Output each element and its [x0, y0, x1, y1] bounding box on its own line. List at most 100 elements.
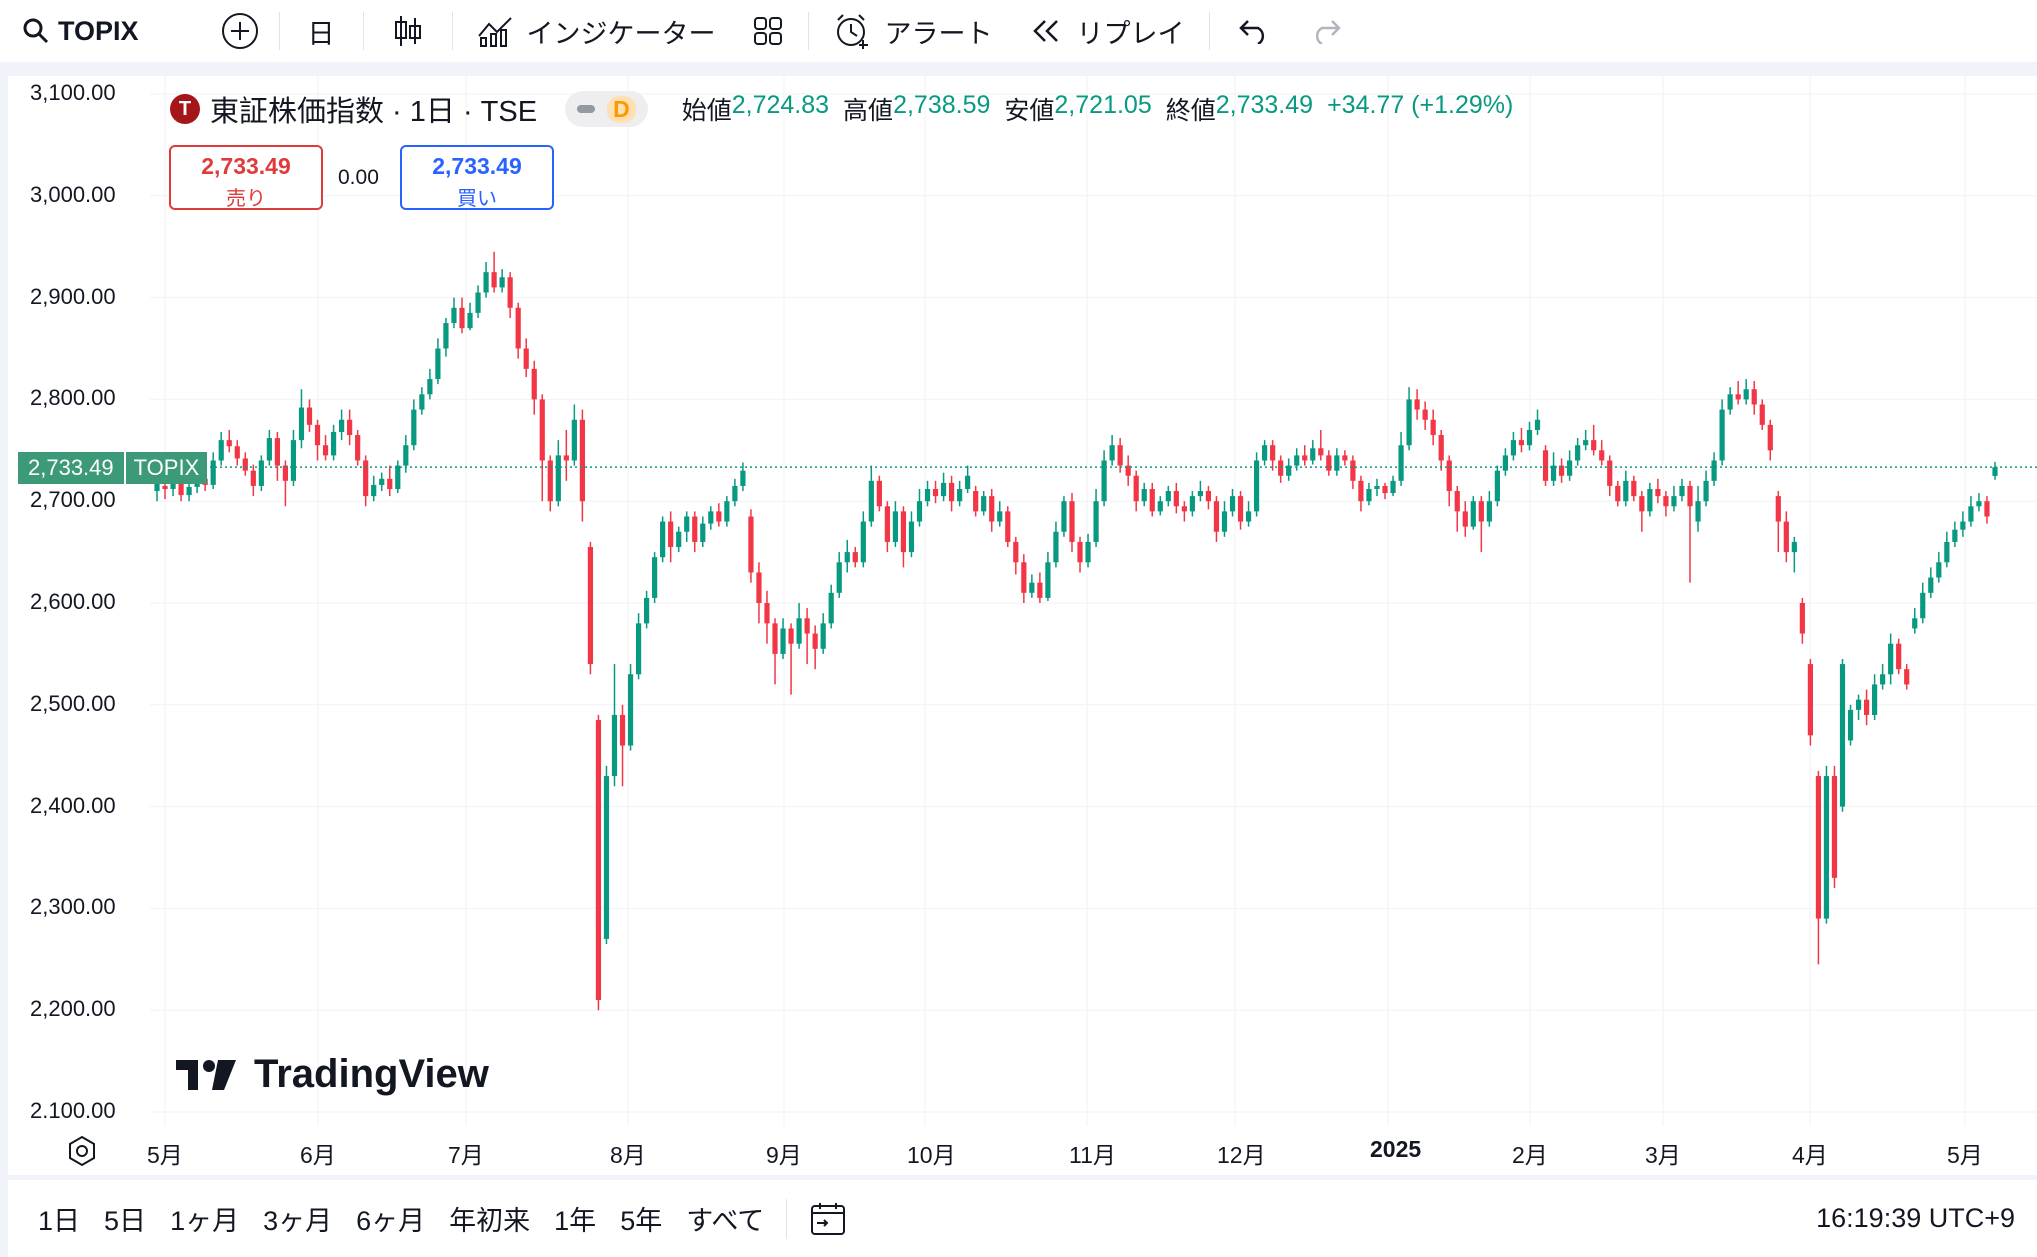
redo-button[interactable] [1292, 0, 1360, 62]
candle-body [1751, 389, 1757, 405]
candle-body [708, 511, 714, 524]
low-label: 安値 [1004, 97, 1055, 125]
undo-button[interactable] [1216, 0, 1292, 62]
goto-date-button[interactable] [797, 1180, 859, 1257]
candle-body [684, 516, 690, 532]
chart-type-button[interactable] [370, 0, 446, 62]
range-button[interactable]: 年初来 [449, 1206, 531, 1236]
candle-body [965, 475, 971, 489]
candle-body [1687, 485, 1693, 507]
candle-body [314, 424, 321, 446]
candle-body [627, 674, 634, 746]
candle-body [1165, 491, 1171, 502]
range-button[interactable]: すべて [686, 1206, 765, 1236]
candle-body [467, 312, 473, 329]
candle-body [1550, 465, 1557, 481]
price-tick-label: 2,200.00 [30, 996, 116, 1022]
candle-body [1743, 389, 1749, 400]
candle-body [1101, 460, 1107, 502]
candle-body [1125, 465, 1131, 476]
candle-body [1984, 501, 1990, 517]
settings-gear-icon[interactable] [66, 1135, 98, 1167]
calendar-goto-icon [811, 1202, 846, 1235]
search-icon [23, 18, 49, 44]
candle-body [940, 482, 947, 497]
candle-body [772, 623, 778, 654]
candle-body [1759, 404, 1765, 425]
range-button[interactable]: 6ヶ月 [356, 1206, 426, 1236]
plus-circle-icon [221, 13, 258, 49]
candle-body [1021, 562, 1027, 593]
candle-body [451, 307, 457, 324]
candle-body [1189, 496, 1195, 512]
clock-readout[interactable]: 16:19:39 UTC+9 [1816, 1203, 2015, 1233]
time-tick-label: 5月 [1947, 1142, 1983, 1168]
candle-body [611, 714, 618, 777]
candle-body [1245, 511, 1252, 522]
candle-body [1093, 501, 1099, 542]
candle-body [1494, 470, 1500, 502]
candle-body [1711, 460, 1717, 481]
time-tick-label: 7月 [448, 1142, 484, 1168]
legend-title[interactable]: 東証株価指数 · 1日 · TSE [210, 96, 538, 128]
candle-body [676, 531, 682, 548]
candle-body [539, 399, 545, 461]
time-tick-label: 6月 [300, 1142, 336, 1168]
candle-body [1992, 467, 1998, 476]
close-value: 2,733.49 [1215, 91, 1314, 119]
time-tick-label: 5月 [147, 1142, 183, 1168]
candle-body [491, 272, 497, 288]
candle-body [1872, 684, 1878, 715]
candle-body [427, 379, 433, 395]
candle-body [1318, 448, 1324, 456]
candle-body [876, 480, 882, 507]
candle-body [756, 572, 762, 603]
toolbar-divider [786, 1198, 788, 1239]
sell-label: 売り [226, 188, 266, 210]
time-tick-label: 3月 [1645, 1142, 1681, 1168]
range-button[interactable]: 3ヶ月 [263, 1206, 333, 1236]
candle-body [1398, 445, 1404, 481]
alert-button[interactable]: アラート [815, 0, 1011, 62]
candle-body [1631, 480, 1637, 497]
range-button[interactable]: 1年 [554, 1206, 597, 1236]
candle-body [250, 470, 256, 486]
candle-body [1037, 582, 1043, 598]
range-button[interactable]: 1日 [38, 1206, 81, 1236]
candle-body [1912, 618, 1918, 629]
indicators-button[interactable]: インジケーター [459, 0, 734, 62]
replay-button[interactable]: リプレイ [1011, 0, 1203, 62]
candle-body [363, 460, 369, 497]
candle-body [828, 592, 834, 624]
buy-price: 2,733.49 [432, 153, 522, 179]
time-tick-label: 11月 [1069, 1142, 1116, 1168]
compare-button[interactable] [207, 0, 273, 62]
candle-body [587, 547, 594, 665]
candle-body [1960, 521, 1966, 530]
candle-body [154, 482, 160, 492]
candle-body [868, 480, 874, 522]
candle-body [1470, 501, 1476, 527]
range-button[interactable]: 5日 [104, 1206, 147, 1236]
interval-button[interactable]: 日 [307, 18, 335, 49]
sell-button[interactable]: 2,733.49 売り [169, 145, 323, 210]
data-status-badge[interactable]: D [565, 91, 648, 127]
candle-body [1534, 419, 1541, 430]
candlestick-chart[interactable] [8, 76, 2037, 1175]
range-button[interactable]: 5年 [620, 1206, 663, 1236]
layouts-button[interactable] [734, 0, 802, 62]
tradingview-logo-icon [176, 1059, 236, 1090]
candle-body [1013, 541, 1019, 563]
candle-body [1920, 592, 1926, 619]
candle-body [1446, 460, 1452, 492]
candle-body [1173, 491, 1179, 507]
symbol-search[interactable]: TOPIX [0, 0, 153, 62]
chart-legend: T 東証株価指数 · 1日 · TSE D 始値 2,724.83 高値 2,7… [170, 88, 1513, 130]
range-button[interactable]: 1ヶ月 [170, 1206, 240, 1236]
chart-pane[interactable] [8, 76, 2037, 1175]
candle-body [892, 511, 899, 542]
buy-button[interactable]: 2,733.49 買い [400, 145, 554, 210]
candle-body [1815, 776, 1822, 919]
candle-body [1366, 488, 1372, 502]
candle-body [1237, 496, 1244, 522]
